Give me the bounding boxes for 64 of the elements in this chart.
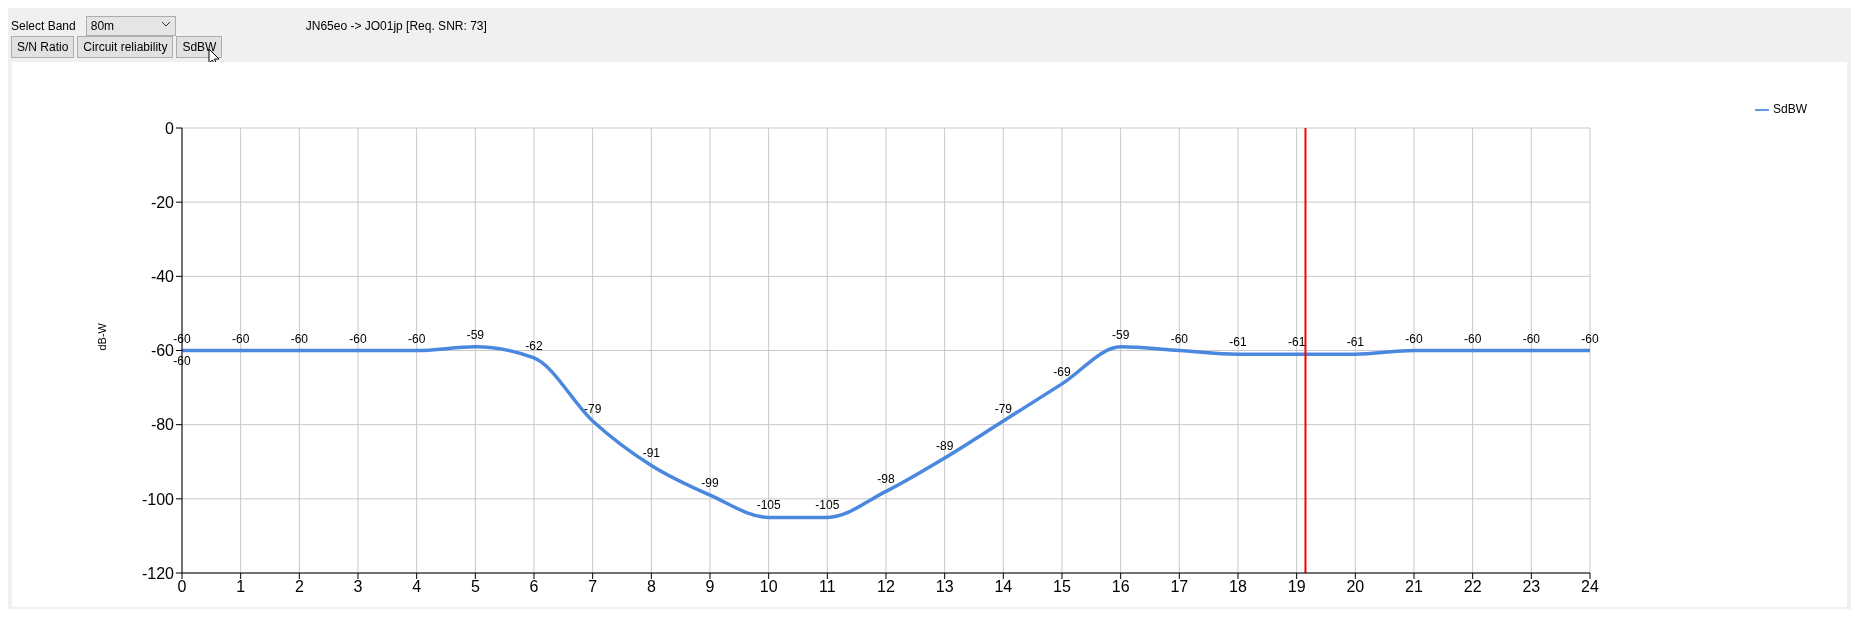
- x-tick-label: 17: [1170, 578, 1189, 596]
- data-label: -60: [1463, 331, 1482, 346]
- x-tick-label: 8: [646, 578, 656, 596]
- text: Circuit reliability: [77, 36, 174, 58]
- y-tick-label: -100: [141, 490, 175, 508]
- y-tick-label: -20: [150, 193, 175, 211]
- data-label: -105: [815, 498, 840, 513]
- y-tick-label: 0: [165, 119, 175, 137]
- x-tick-label: 19: [1287, 578, 1306, 596]
- data-label: -60: [231, 331, 250, 346]
- x-tick-label: 18: [1229, 578, 1247, 596]
- x-tick-label: 13: [935, 578, 954, 596]
- legend-label: SdBW: [1772, 102, 1807, 116]
- y-tick-label: -120: [141, 564, 175, 582]
- x-tick-label: 24: [1581, 578, 1599, 596]
- x-tick-label: 4: [412, 578, 422, 596]
- data-label: -60: [1170, 331, 1189, 346]
- x-tick-label: 16: [1111, 578, 1130, 596]
- x-tick-label: 5: [470, 578, 480, 596]
- x-tick-label: 23: [1522, 578, 1541, 596]
- data-label: -60: [1405, 331, 1423, 346]
- data-label: -79: [583, 401, 602, 416]
- data-label: -59: [466, 327, 485, 342]
- data-label: -61: [1346, 335, 1365, 350]
- x-tick-label: 20: [1346, 578, 1365, 596]
- data-label: -60: [1581, 331, 1599, 346]
- x-tick-label: 15: [1053, 578, 1071, 596]
- data-label: -69: [1053, 364, 1071, 379]
- data-label: -61: [1287, 335, 1306, 350]
- data-label: -98: [877, 472, 895, 487]
- x-tick-label: 14: [994, 578, 1013, 596]
- data-label: -89: [935, 439, 954, 454]
- x-tick-label: 12: [877, 578, 895, 596]
- x-tick-label: 1: [236, 578, 246, 596]
- y-tick-label: -40: [150, 268, 175, 286]
- x-tick-label: 6: [529, 578, 539, 596]
- data-label: -105: [756, 498, 781, 513]
- x-tick-label: 22: [1463, 578, 1482, 596]
- x-tick-label: 0: [177, 578, 187, 596]
- text: Select Band: [11, 19, 76, 33]
- y-tick-label: -60: [150, 342, 175, 360]
- data-label: -91: [642, 446, 661, 461]
- x-tick-label: 2: [294, 578, 304, 596]
- x-tick-label: 3: [353, 578, 363, 596]
- data-label: -62: [525, 338, 543, 353]
- data-label: -61: [1229, 335, 1247, 350]
- x-tick-label: 9: [705, 578, 715, 596]
- text: 80m: [90, 19, 115, 33]
- text: SdBW: [176, 36, 223, 58]
- x-tick-label: 7: [588, 578, 598, 596]
- chart-title: JN65eo -> JO01jp [Req. SNR: 73]: [305, 19, 487, 33]
- data-label: -60: [349, 331, 367, 346]
- text: S/N Ratio: [11, 36, 75, 58]
- data-label: -60: [1522, 331, 1541, 346]
- y-tick-label: -80: [150, 416, 175, 434]
- y-axis-title: dB-W: [95, 322, 108, 351]
- data-label: -99: [701, 476, 719, 491]
- data-label: -60: [407, 331, 426, 346]
- x-tick-label: 10: [759, 578, 778, 596]
- x-tick-label: 21: [1405, 578, 1423, 596]
- data-label: -60: [290, 331, 309, 346]
- data-label: -79: [994, 401, 1013, 416]
- data-label: -59: [1111, 327, 1130, 342]
- x-tick-label: 11: [819, 578, 836, 596]
